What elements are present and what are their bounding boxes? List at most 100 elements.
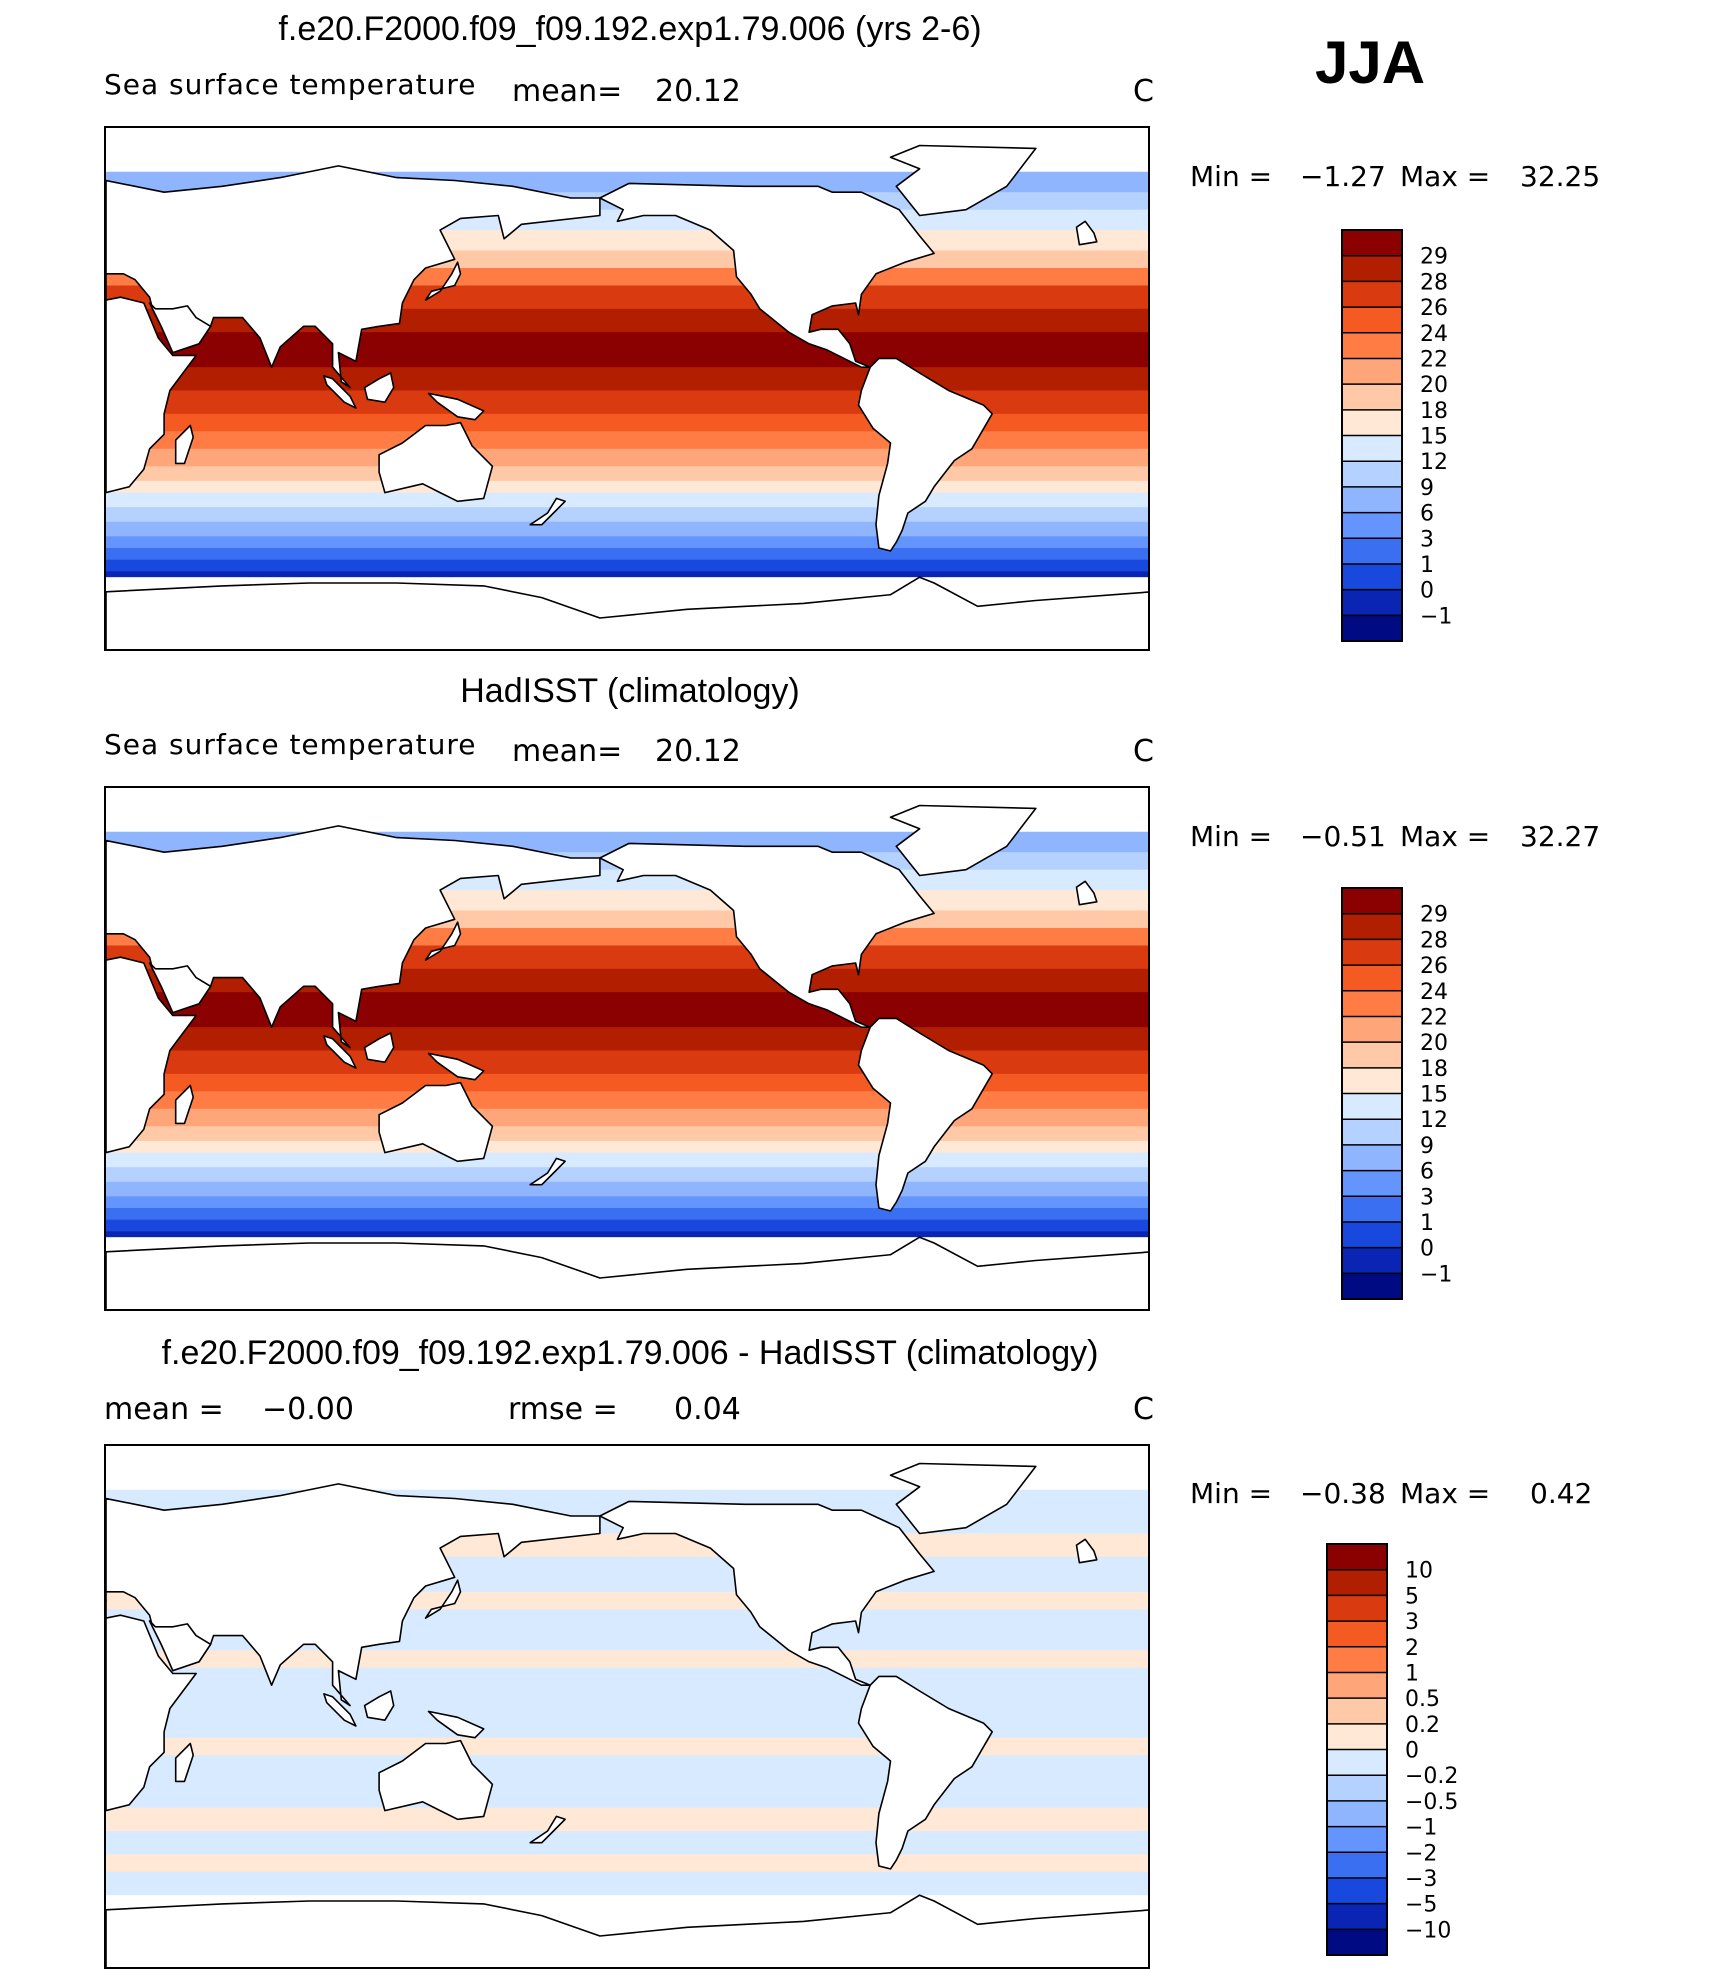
sst-band — [106, 390, 1148, 415]
colorbar-tick-label: 28 — [1420, 928, 1448, 953]
colorbar-swatch — [1327, 1826, 1387, 1853]
sst-band — [106, 1108, 1148, 1127]
colorbar-tick-label: −10 — [1405, 1918, 1451, 1943]
colorbar-swatch — [1342, 913, 1402, 940]
sst-band — [106, 1807, 1148, 1832]
land-australia — [378, 1739, 494, 1821]
colorbar-tick-label: 29 — [1420, 903, 1448, 928]
colorbar-swatch — [1342, 332, 1402, 359]
colorbar-tick-label: 18 — [1420, 399, 1448, 424]
panel1-max-value: 32.25 — [1520, 160, 1601, 193]
colorbar-swatch — [1342, 486, 1402, 514]
land-japan — [424, 921, 462, 961]
sst-band — [106, 1073, 1148, 1092]
panel1-colorbar: 29 28 26 24 22 20 18 15 12 9 6 3 1 0 −1 — [1340, 228, 1480, 643]
colorbar-tick-label: 2 — [1405, 1636, 1419, 1661]
colorbar-swatch — [1342, 965, 1402, 992]
colorbar-swatch — [1342, 615, 1402, 642]
land-namerica — [599, 842, 935, 1028]
land-borneo — [363, 1690, 395, 1722]
colorbar-tick-label: −0.5 — [1405, 1790, 1458, 1815]
colorbar-swatch — [1342, 1170, 1402, 1197]
colorbar-tick-label: 22 — [1420, 347, 1448, 372]
colorbar-swatch — [1342, 939, 1402, 966]
colorbar-swatch — [1327, 1621, 1387, 1648]
sst-band — [106, 466, 1148, 482]
sst-band — [106, 1181, 1148, 1197]
panel1-min-value: −1.27 — [1300, 160, 1386, 193]
land-greenland — [889, 144, 1037, 217]
colorbar-tick-label: 6 — [1420, 1160, 1434, 1185]
sst-band — [106, 1140, 1148, 1154]
land-arabia_fix — [148, 962, 212, 1014]
colorbar-swatch — [1342, 1119, 1402, 1146]
season-label: JJA — [1314, 29, 1426, 96]
sst-band — [106, 1737, 1148, 1756]
land-arabia_fix — [148, 1620, 212, 1672]
panel3-mean-value: −0.00 — [262, 1392, 354, 1427]
colorbar-tick-label: 0 — [1420, 579, 1434, 604]
colorbar-swatch — [1327, 1775, 1387, 1802]
land-africa — [106, 941, 197, 1154]
land-madagascar — [174, 424, 194, 465]
panel2-mean-value: 20.12 — [655, 734, 741, 769]
colorbar-tick-label: 15 — [1420, 425, 1448, 450]
panel3-title: f.e20.F2000.f09_f09.192.exp1.79.006 - Ha… — [161, 1334, 1099, 1372]
sst-band — [106, 1027, 1148, 1051]
sst-band — [106, 548, 1148, 561]
panel1-variable: Sea surface temperature — [104, 68, 477, 101]
colorbar-tick-label: −1 — [1405, 1816, 1437, 1841]
colorbar-swatch — [1342, 1144, 1402, 1172]
panel2-title: HadISST (climatology) — [460, 672, 800, 710]
colorbar-tick-label: 0 — [1420, 1237, 1434, 1262]
colorbar-swatch — [1342, 307, 1402, 334]
land-japan — [424, 1579, 462, 1619]
colorbar-tick-label: 24 — [1420, 980, 1448, 1005]
panel1-map — [104, 126, 1150, 651]
colorbar-tick-label: 29 — [1420, 245, 1448, 270]
colorbar-swatch — [1342, 1221, 1402, 1249]
colorbar-swatch — [1342, 1016, 1402, 1043]
colorbar-tick-label: 28 — [1420, 270, 1448, 295]
sst-band — [106, 507, 1148, 523]
colorbar-tick-label: 0 — [1405, 1739, 1419, 1764]
colorbar-swatch — [1342, 409, 1402, 436]
sst-band — [106, 1854, 1148, 1873]
sst-band — [106, 1196, 1148, 1209]
land-nz — [529, 1157, 566, 1186]
land-namerica — [599, 182, 935, 368]
panel2-max-label: Max = — [1400, 820, 1491, 853]
land-uk — [1075, 220, 1098, 246]
land-sumatra — [323, 1035, 357, 1069]
land-madagascar — [174, 1742, 194, 1783]
sst-band — [106, 367, 1148, 391]
colorbar-swatch — [1327, 1672, 1387, 1699]
colorbar-tick-label: 26 — [1420, 296, 1448, 321]
land-africa — [106, 1599, 197, 1812]
panel2-variable: Sea surface temperature — [104, 728, 477, 761]
sst-band — [106, 431, 1148, 450]
colorbar-tick-label: 15 — [1420, 1083, 1448, 1108]
colorbar-tick-label: 20 — [1420, 373, 1448, 398]
land-africa — [106, 281, 197, 494]
sst-band — [106, 480, 1148, 494]
colorbar-tick-label: 20 — [1420, 1031, 1448, 1056]
colorbar-tick-label: 10 — [1405, 1559, 1433, 1584]
land-australia — [378, 1081, 494, 1163]
sst-band — [106, 1126, 1148, 1142]
land-png — [427, 392, 485, 421]
colorbar-tick-label: 22 — [1420, 1005, 1448, 1030]
colorbar-tick-label: −2 — [1405, 1841, 1437, 1866]
colorbar-swatch — [1327, 1903, 1387, 1930]
sst-band — [106, 413, 1148, 432]
colorbar-swatch — [1327, 1698, 1387, 1725]
panel1-title: f.e20.F2000.f09_f09.192.exp1.79.006 (yrs… — [278, 10, 982, 48]
land-sumatra — [323, 1693, 357, 1727]
colorbar-swatch — [1327, 1852, 1387, 1879]
land-australia — [378, 421, 494, 503]
colorbar-swatch — [1327, 1544, 1387, 1571]
panel2-units: C — [1133, 734, 1154, 769]
land-uk — [1075, 880, 1098, 906]
land-namerica — [599, 1500, 935, 1686]
sst-band — [106, 1050, 1148, 1075]
